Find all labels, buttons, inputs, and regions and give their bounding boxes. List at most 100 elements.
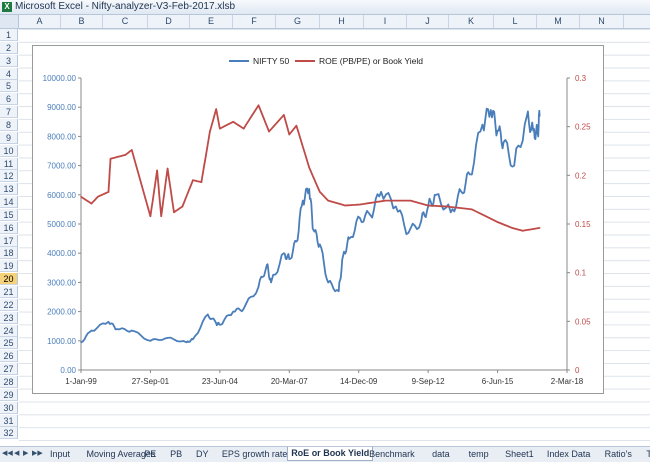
sheet-tab-dy[interactable]: DY [196, 449, 209, 459]
row-header-12[interactable]: 12 [0, 170, 18, 183]
row-header-11[interactable]: 11 [0, 157, 18, 170]
row-header-15[interactable]: 15 [0, 208, 18, 221]
row-header-6[interactable]: 6 [0, 93, 18, 106]
row-header-3[interactable]: 3 [0, 54, 18, 67]
select-all-corner[interactable] [0, 15, 19, 29]
row-header-17[interactable]: 17 [0, 234, 18, 247]
first-sheet-icon[interactable]: ◀◀ [2, 450, 13, 457]
sheet-tab-eps-growth-rate[interactable]: EPS growth rate [221, 449, 288, 459]
next-sheet-icon[interactable]: ▶ [23, 450, 29, 457]
series-point-nifty-50 [513, 164, 516, 167]
series-point-roe [130, 149, 133, 151]
chart-area[interactable]: 0.00 1000.00 2000.00 3000.00 4000.00 5000.00 6… [32, 45, 604, 394]
row-header-9[interactable]: 9 [0, 131, 18, 144]
column-header-h[interactable]: H [320, 15, 364, 28]
sheet-tab-benchmark[interactable]: Benchmark [369, 449, 415, 459]
row-header-10[interactable]: 10 [0, 144, 18, 157]
row-header-4[interactable]: 4 [0, 67, 18, 80]
series-point-nifty-50 [348, 237, 351, 240]
legend-label-nifty-50: NIFTY 50 [253, 56, 289, 66]
column-header-l[interactable]: L [494, 15, 537, 28]
series-point-nifty-50 [219, 323, 221, 326]
column-header-c[interactable]: C [103, 15, 148, 28]
row-header-20[interactable]: 20 [0, 273, 18, 286]
row-header-24[interactable]: 24 [0, 324, 18, 337]
column-header-a[interactable]: A [19, 15, 61, 28]
prev-sheet-icon[interactable]: ◀ [14, 450, 20, 457]
row-header-16[interactable]: 16 [0, 221, 18, 234]
row-header-21[interactable]: 21 [0, 286, 18, 298]
series-point-roe [344, 204, 346, 207]
series-point-nifty-50 [288, 258, 291, 260]
column-header-b[interactable]: B [61, 15, 103, 28]
row-header-2[interactable]: 2 [0, 41, 18, 54]
row-header-1[interactable]: 1 [0, 29, 18, 41]
x-axis-tick-label: 9-Sep-12 [412, 377, 445, 386]
sheet-tab-roe-or-book-yield[interactable]: RoE or Book Yield [287, 447, 374, 461]
row-header-14[interactable]: 14 [0, 196, 18, 209]
left-axis-tick-label: 4000.00 [47, 249, 76, 258]
series-point-roe [337, 202, 340, 205]
sheet-tab-input[interactable]: Input [50, 449, 71, 459]
column-header-n[interactable]: N [580, 15, 624, 28]
right-axis-tick-label: 0.1 [575, 269, 587, 278]
sheet-tab-sheet1[interactable]: Sheet1 [505, 449, 534, 459]
series-point-roe [192, 179, 194, 181]
series-point-nifty-50 [149, 340, 152, 342]
row-header-23[interactable]: 23 [0, 311, 18, 324]
row-header-32[interactable]: 32 [0, 427, 18, 440]
series-point-nifty-50 [312, 229, 315, 231]
series-point-nifty-50 [502, 141, 505, 144]
column-header-j[interactable]: J [407, 15, 449, 28]
series-point-roe [288, 133, 291, 136]
series-point-roe [219, 127, 221, 130]
series-point-roe [521, 230, 524, 232]
row-header-7[interactable]: 7 [0, 106, 18, 119]
sheet-tab-temp[interactable]: temp [468, 449, 489, 459]
x-axis-tick-label: 27-Sep-01 [132, 377, 170, 386]
series-point-nifty-50 [394, 205, 397, 208]
last-sheet-icon[interactable]: ▶▶ [32, 450, 43, 457]
column-header-f[interactable]: F [233, 15, 276, 28]
column-header-m[interactable]: M [537, 15, 580, 28]
series-point-roe [496, 221, 499, 223]
row-header-18[interactable]: 18 [0, 247, 18, 260]
series-point-nifty-50 [369, 214, 372, 217]
row-header-8[interactable]: 8 [0, 118, 18, 131]
series-point-roe [327, 199, 330, 202]
row-header-28[interactable]: 28 [0, 375, 18, 388]
row-header-22[interactable]: 22 [0, 298, 18, 311]
row-header-25[interactable]: 25 [0, 337, 18, 350]
series-point-nifty-50 [130, 329, 133, 332]
sheet-tab-pe[interactable]: PE [144, 449, 157, 459]
row-header-13[interactable]: 13 [0, 183, 18, 196]
window-title: Microsoft Excel - Nifty-analyzer-V3-Feb-… [15, 1, 236, 12]
series-point-nifty-50 [318, 243, 321, 246]
column-header-k[interactable]: K [449, 15, 494, 28]
column-header-i[interactable]: I [364, 15, 407, 28]
column-header-e[interactable]: E [190, 15, 233, 28]
chart-svg: 0.00 1000.00 2000.00 3000.00 4000.00 5000.00 6… [43, 56, 591, 386]
sheet-tab-total-r[interactable]: Total R [646, 449, 650, 459]
series-point-nifty-50 [166, 337, 169, 339]
row-header-19[interactable]: 19 [0, 260, 18, 273]
row-header-30[interactable]: 30 [0, 401, 18, 414]
series-point-nifty-50 [496, 129, 499, 132]
sheet-tab-ratio-s[interactable]: Ratio's [604, 449, 632, 459]
sheet-tab-moving-averages[interactable]: Moving Averages [86, 449, 156, 459]
sheet-tab-data[interactable]: data [432, 449, 450, 459]
row-header-26[interactable]: 26 [0, 350, 18, 363]
row-header-5[interactable]: 5 [0, 80, 18, 93]
sheet-tab-index-data[interactable]: Index Data [546, 449, 591, 459]
sheet-tab-pb[interactable]: PB [170, 449, 183, 459]
series-point-roe [209, 130, 211, 133]
column-header-g[interactable]: G [276, 15, 320, 28]
series-point-roe [149, 215, 152, 218]
column-header-d[interactable]: D [148, 15, 190, 28]
column-header-bar [0, 15, 650, 29]
row-header-27[interactable]: 27 [0, 363, 18, 376]
row-header-29[interactable]: 29 [0, 388, 18, 401]
series-point-nifty-50 [342, 255, 344, 257]
row-header-31[interactable]: 31 [0, 414, 18, 427]
left-axis-tick-label: 5000.00 [47, 220, 76, 229]
